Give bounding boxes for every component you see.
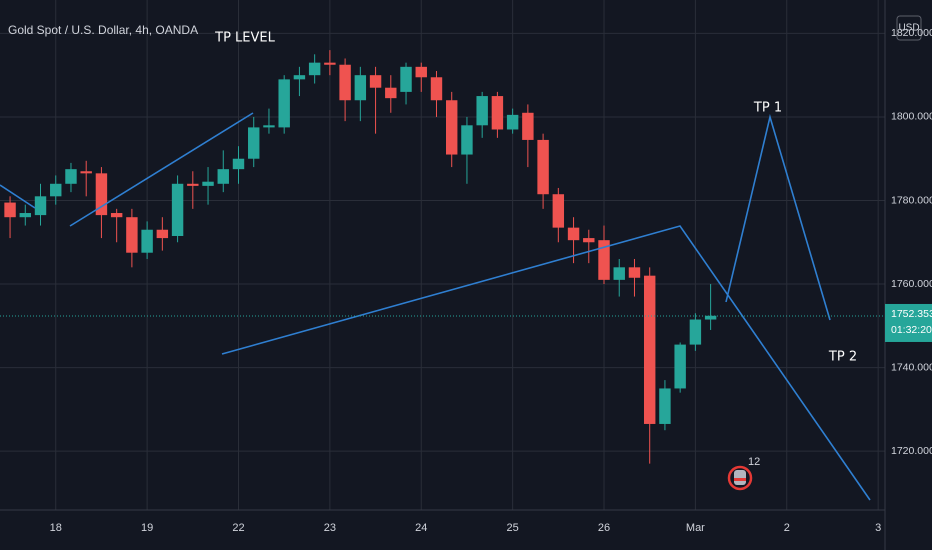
candle-body: [613, 267, 625, 280]
annotation: TP 2: [828, 350, 857, 365]
candle-body: [217, 169, 229, 184]
candle-body: [400, 66, 412, 92]
x-tick-label: 22: [232, 522, 244, 534]
candle-body: [308, 62, 321, 76]
candle-body: [187, 183, 199, 186]
projection-line: [725, 113, 831, 321]
x-tick-label: 23: [324, 522, 336, 534]
x-tick-label: 19: [141, 522, 153, 534]
chart-title: Gold Spot / U.S. Dollar, 4h, OANDA: [8, 23, 198, 37]
candle-body: [567, 227, 580, 241]
x-tick-label: 26: [598, 522, 610, 534]
candle-body: [506, 114, 519, 130]
candle-body: [446, 100, 458, 155]
x-tick-label: 24: [415, 522, 427, 534]
candle-body: [324, 62, 336, 65]
candle-body: [19, 213, 31, 218]
y-tick-label: 1820.000: [891, 27, 932, 39]
candle-body: [95, 173, 108, 216]
x-tick-label: 3: [875, 522, 881, 534]
candle-body: [491, 96, 504, 130]
candle-body: [430, 77, 443, 101]
event-count: 12: [748, 456, 760, 468]
last-price-box: [885, 303, 932, 342]
trend-line: [221, 225, 871, 501]
countdown-label: 01:32:20: [891, 324, 932, 336]
candle-body: [598, 240, 610, 280]
candle-body: [522, 112, 534, 140]
candle-body: [141, 229, 153, 253]
candle-body: [156, 229, 169, 239]
candle-body: [476, 96, 488, 126]
candle-body: [415, 66, 427, 78]
candle-body: [354, 75, 367, 101]
candle-body: [461, 125, 473, 155]
trend-line: [69, 112, 254, 227]
candle-body: [643, 275, 656, 424]
candle-body: [80, 171, 92, 174]
currency-button[interactable]: [896, 15, 922, 41]
candle-body: [232, 158, 245, 170]
candle-body: [674, 344, 686, 389]
annotation: TP LEVEL: [214, 31, 275, 46]
x-tick-label: 2: [784, 522, 790, 534]
x-tick-label: 18: [50, 522, 62, 534]
candle-body: [65, 169, 77, 184]
candle-body: [385, 87, 397, 99]
candle-body: [34, 196, 47, 216]
x-tick-label: 25: [507, 522, 519, 534]
candle-body: [659, 388, 671, 424]
event-icon[interactable]: 12: [727, 456, 760, 491]
candle-body: [583, 238, 595, 243]
y-tick-label: 1780.000: [891, 194, 932, 206]
y-tick-label: 1740.000: [891, 361, 932, 373]
candle-body: [50, 183, 62, 197]
candle-body: [339, 64, 351, 101]
candle-body: [704, 315, 717, 320]
currency-label: USD: [898, 23, 919, 34]
candle-body: [202, 181, 214, 186]
candle-body: [263, 125, 275, 128]
candle-body: [248, 127, 260, 159]
candle-body: [628, 267, 641, 278]
last-price-label: 1752.353: [891, 308, 932, 320]
annotation: TP 1: [753, 101, 782, 116]
y-tick-label: 1800.000: [891, 111, 932, 123]
candle-body: [126, 217, 138, 253]
x-tick-label: Mar: [686, 522, 705, 534]
candle-body: [171, 183, 184, 236]
y-tick-label: 1720.000: [891, 445, 932, 457]
candle-body: [552, 194, 565, 228]
candle-body: [293, 75, 306, 80]
candle-body: [369, 75, 382, 88]
y-tick-label: 1760.000: [891, 278, 932, 290]
candle-body: [537, 139, 549, 195]
candle-body: [4, 202, 16, 218]
candle-body: [110, 213, 123, 218]
trend-line: [0, 184, 36, 209]
candle-body: [278, 79, 290, 128]
candle-body: [689, 319, 702, 345]
